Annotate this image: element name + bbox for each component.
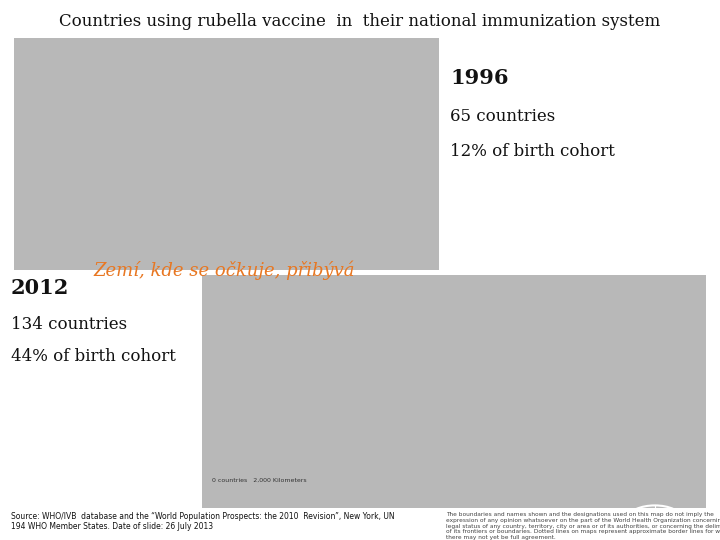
Text: 2012: 2012 <box>11 278 69 298</box>
Text: 0 countries   2,000 Kilometers: 0 countries 2,000 Kilometers <box>212 478 307 483</box>
Text: 1996: 1996 <box>450 68 508 87</box>
Text: 134 countries: 134 countries <box>11 316 127 333</box>
Text: The boundaries and names shown and the designations used on this map do not impl: The boundaries and names shown and the d… <box>446 512 720 540</box>
Text: 65 countries: 65 countries <box>450 108 555 125</box>
Text: Countries using rubella vaccine  in  their national immunization system: Countries using rubella vaccine in their… <box>59 14 661 30</box>
Text: WHO: WHO <box>690 513 720 523</box>
Text: 44% of birth cohort: 44% of birth cohort <box>11 348 176 365</box>
Text: 12% of birth cohort: 12% of birth cohort <box>450 143 615 160</box>
Text: Source: WHO/IVB  database and the “World Population Prospects: the 2010  Revisio: Source: WHO/IVB database and the “World … <box>11 512 395 531</box>
Text: Zemí, kde se očkuje, přibývá: Zemí, kde se očkuje, přibývá <box>94 260 355 280</box>
